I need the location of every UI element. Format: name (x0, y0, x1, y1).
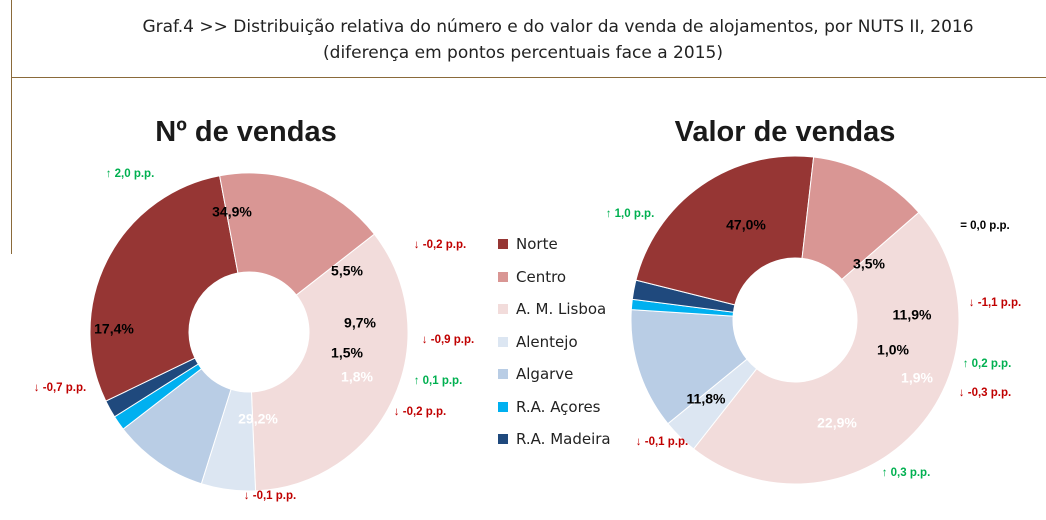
slice-a-m-lisboa (250, 233, 409, 492)
value-label-centro: 11,8% (687, 391, 726, 407)
legend-swatch (498, 336, 508, 347)
legend-label: Centro (516, 267, 567, 286)
change-label-alentejo: ↓ -0,2 p.p. (414, 239, 466, 251)
value-label-norte: 29,2% (238, 411, 278, 427)
legend-item-a-m-lisboa: A. M. Lisboa (498, 293, 611, 326)
value-label-alentejo: 3,5% (853, 256, 885, 272)
change-label-centro: ↓ -0,1 p.p. (636, 436, 688, 448)
value-label-centro: 17,4% (94, 321, 134, 337)
slice-norte (89, 175, 239, 402)
change-label-r-a-madeira: ↓ -0,2 p.p. (394, 406, 446, 418)
value-label-r-a-madeira: 1,9% (901, 370, 933, 386)
value-label-a-m-lisboa: 34,9% (212, 204, 252, 220)
figure-title-line1: Graf.4 >> Distribuição relativa do númer… (142, 17, 974, 37)
slice-a-m-lisboa (692, 211, 960, 485)
legend-item-r-a-acores: R.A. Açores (498, 391, 611, 424)
donut-n-de-vendas: 34,9% 5,5% 9,7% 1,5% 1,8% 29,2% 17,4% ↑ 2,0 p.p… (34, 168, 474, 502)
legend-swatch (498, 304, 508, 315)
change-label-r-a-madeira: ↓ -0,3 p.p. (959, 387, 1011, 399)
legend-label: Algarve (516, 365, 574, 384)
value-label-norte: 22,9% (817, 415, 857, 431)
slice-norte (635, 155, 815, 306)
slice-centro (801, 156, 920, 281)
change-label-r-a-acores: ↑ 0,2 p.p. (963, 358, 1012, 370)
legend-item-r-a-madeira: R.A. Madeira (498, 423, 611, 456)
change-label-norte: ↓ -0,1 p.p. (244, 490, 296, 502)
legend: Norte Centro A. M. Lisboa Alentejo Algarve R.… (498, 228, 611, 456)
legend-item-algarve: Algarve (498, 358, 611, 391)
frame-left-line (11, 0, 12, 254)
value-label-r-a-madeira: 1,8% (341, 369, 373, 385)
legend-swatch (498, 271, 508, 282)
change-label-algarve: ↓ -1,1 p.p. (969, 297, 1021, 309)
legend-label: R.A. Açores (516, 397, 601, 416)
legend-label: A. M. Lisboa (516, 300, 607, 319)
change-label-a-m-lisboa: ↑ 2,0 p.p. (106, 168, 155, 180)
figure-title-line2: (diferença em pontos percentuais face a … (323, 43, 723, 63)
change-label-r-a-acores: ↑ 0,1 p.p. (414, 375, 463, 387)
legend-label: Alentejo (516, 332, 578, 351)
chart-title-vendas: Nº de vendas (155, 116, 337, 148)
legend-swatch (498, 239, 508, 250)
legend-swatch (498, 369, 508, 380)
value-label-algarve: 9,7% (344, 315, 376, 331)
change-label-a-m-lisboa: ↑ 1,0 p.p. (606, 208, 655, 220)
legend-label: Norte (516, 235, 558, 254)
slice-centro (219, 172, 375, 296)
legend-swatch (498, 434, 508, 445)
change-label-alentejo: = 0,0 p.p. (960, 220, 1010, 232)
value-label-a-m-lisboa: 47,0% (726, 217, 766, 233)
change-label-centro: ↓ -0,7 p.p. (34, 382, 86, 394)
donut-valor-de-vendas: 47,0% 3,5% 11,9% 1,0% 1,9% 22,9% 11,8% ↑ 1,0 p.… (606, 155, 1021, 485)
value-label-alentejo: 5,5% (331, 263, 363, 279)
change-label-algarve: ↓ -0,9 p.p. (422, 334, 474, 346)
legend-item-alentejo: Alentejo (498, 326, 611, 359)
legend-swatch (498, 401, 508, 412)
value-label-algarve: 11,9% (893, 307, 932, 323)
value-label-r-a-acores: 1,0% (877, 342, 909, 358)
frame-top-line (11, 77, 1046, 78)
legend-item-centro: Centro (498, 261, 611, 294)
figure-title: Graf.4 >> Distribuição relativa do númer… (0, 14, 1046, 66)
legend-label: R.A. Madeira (516, 430, 611, 449)
chart-title-valor: Valor de vendas (674, 116, 896, 148)
legend-item-norte: Norte (498, 228, 611, 261)
value-label-r-a-acores: 1,5% (331, 345, 363, 361)
change-label-norte: ↑ 0,3 p.p. (882, 467, 931, 479)
